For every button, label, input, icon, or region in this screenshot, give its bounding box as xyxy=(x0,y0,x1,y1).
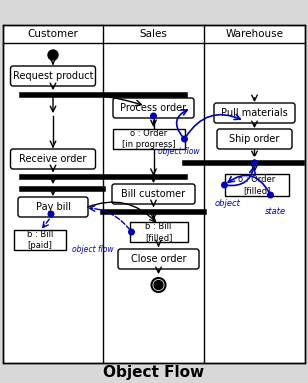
Text: Customer: Customer xyxy=(27,29,79,39)
Text: o : Order
[filled]: o : Order [filled] xyxy=(238,175,275,195)
Text: b : Bill
[paid]: b : Bill [paid] xyxy=(27,230,53,250)
Text: object: object xyxy=(214,198,240,208)
Circle shape xyxy=(48,50,58,60)
Bar xyxy=(129,222,188,242)
Text: state: state xyxy=(265,206,286,216)
Text: Ship order: Ship order xyxy=(229,134,280,144)
FancyBboxPatch shape xyxy=(214,103,295,123)
FancyBboxPatch shape xyxy=(18,197,88,217)
Text: Pull materials: Pull materials xyxy=(221,108,288,118)
Circle shape xyxy=(151,113,156,119)
Circle shape xyxy=(268,192,273,198)
Circle shape xyxy=(48,211,54,217)
Circle shape xyxy=(129,229,134,235)
Circle shape xyxy=(154,280,163,290)
Text: Receive order: Receive order xyxy=(19,154,87,164)
FancyBboxPatch shape xyxy=(112,184,195,204)
Circle shape xyxy=(222,182,227,188)
Bar xyxy=(3,25,305,363)
FancyBboxPatch shape xyxy=(10,66,95,86)
Bar xyxy=(225,174,289,196)
Circle shape xyxy=(252,160,257,166)
Text: Request product: Request product xyxy=(13,71,93,81)
Text: Close order: Close order xyxy=(131,254,186,264)
Bar xyxy=(112,129,184,149)
Text: b : Bill
[filled]: b : Bill [filled] xyxy=(145,222,172,242)
FancyBboxPatch shape xyxy=(217,129,292,149)
Text: Process order: Process order xyxy=(120,103,187,113)
FancyBboxPatch shape xyxy=(113,98,194,118)
Text: o : Order
[in progress]: o : Order [in progress] xyxy=(122,129,175,149)
Text: object flow: object flow xyxy=(72,244,114,254)
Circle shape xyxy=(182,136,187,142)
Text: Warehouse: Warehouse xyxy=(225,29,283,39)
Text: Object Flow: Object Flow xyxy=(103,365,205,380)
Bar xyxy=(14,230,66,250)
Text: object flow: object flow xyxy=(159,147,200,155)
FancyBboxPatch shape xyxy=(118,249,199,269)
Text: Bill customer: Bill customer xyxy=(121,189,185,199)
Text: Sales: Sales xyxy=(140,29,168,39)
FancyBboxPatch shape xyxy=(10,149,95,169)
Text: Pay bill: Pay bill xyxy=(35,202,71,212)
Circle shape xyxy=(252,160,257,166)
